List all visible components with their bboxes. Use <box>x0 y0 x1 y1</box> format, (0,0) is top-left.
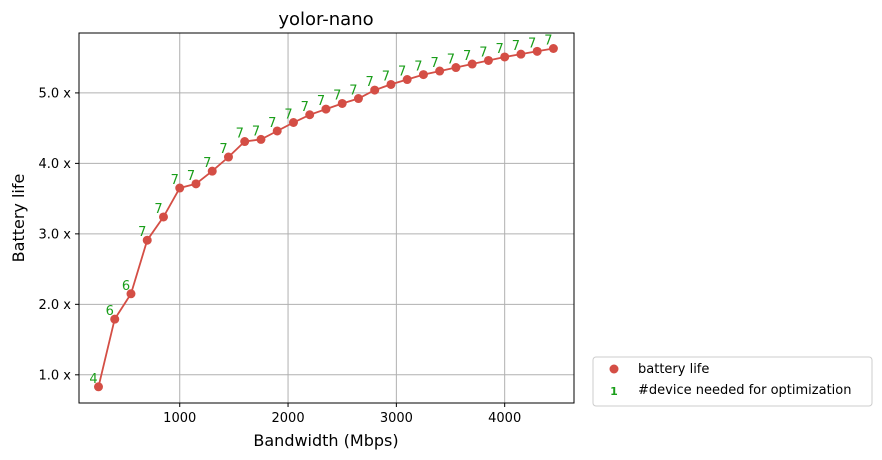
device-count-label: 7 <box>463 49 471 64</box>
battery-life-point <box>158 212 168 222</box>
y-tick-label: 2.0 x <box>39 298 72 313</box>
battery-life-point <box>175 183 185 193</box>
device-count-label: 7 <box>544 34 552 49</box>
device-count-label: 7 <box>349 84 357 99</box>
x-tick-label: 2000 <box>272 411 305 426</box>
device-count-label: 7 <box>301 100 309 115</box>
device-count-label: 7 <box>187 169 195 184</box>
battery-life-point <box>418 70 428 80</box>
battery-life-point <box>353 94 363 104</box>
device-count-label: 4 <box>89 372 97 387</box>
legend: battery life 1 #device needed for optimi… <box>592 356 873 407</box>
legend-marker-device-count: 1 <box>610 385 618 398</box>
device-count-label: 7 <box>268 116 276 131</box>
battery-life-point <box>435 66 445 76</box>
battery-life-point <box>516 49 526 59</box>
battery-life-point <box>500 52 510 62</box>
battery-life-point <box>532 46 542 56</box>
battery-life-point <box>548 44 558 54</box>
battery-life-point <box>386 79 396 89</box>
device-count-label: 7 <box>154 202 162 217</box>
battery-life-point <box>467 59 477 69</box>
battery-life-point <box>288 118 298 128</box>
device-count-label: 7 <box>431 56 439 71</box>
x-axis: 1000 2000 3000 4000 <box>163 403 521 426</box>
battery-life-point <box>451 63 461 73</box>
x-axis-title: Bandwidth (Mbps) <box>253 431 398 450</box>
device-count-label: 7 <box>252 124 260 139</box>
battery-life-point <box>191 179 201 189</box>
y-tick-label: 1.0 x <box>39 368 72 383</box>
device-count-label: 7 <box>479 45 487 60</box>
y-axis-title: Battery life <box>9 174 28 263</box>
battery-life-point <box>321 104 331 114</box>
battery-life-point <box>93 382 103 392</box>
device-count-label: 7 <box>317 94 325 109</box>
battery-life-point <box>402 75 412 85</box>
battery-life-point <box>223 152 233 162</box>
device-count-label: 6 <box>122 279 130 294</box>
battery-life-point <box>305 110 315 120</box>
grid <box>79 33 574 403</box>
device-count-label: 7 <box>333 88 341 103</box>
device-count-label: 7 <box>414 60 422 75</box>
battery-life-point <box>256 134 266 144</box>
device-count-label: 7 <box>512 39 520 54</box>
battery-life-point <box>483 55 493 65</box>
x-tick-label: 3000 <box>380 411 413 426</box>
device-count-label: 7 <box>219 142 227 157</box>
chart-title: yolor-nano <box>278 9 373 30</box>
battery-life-point <box>272 126 282 136</box>
device-count-label: 7 <box>447 53 455 68</box>
legend-box <box>592 356 873 407</box>
battery-life-point <box>370 85 380 95</box>
x-tick-label: 1000 <box>163 411 196 426</box>
data-series <box>93 44 558 392</box>
battery-life-point <box>207 166 217 176</box>
battery-life-point <box>337 98 347 108</box>
device-count-label: 7 <box>528 36 536 51</box>
device-count-label: 7 <box>171 173 179 188</box>
y-tick-label: 4.0 x <box>39 157 72 172</box>
battery-life-point <box>110 314 120 324</box>
device-count-label: 7 <box>382 69 390 84</box>
battery-life-point <box>142 235 152 245</box>
y-tick-label: 5.0 x <box>39 86 72 101</box>
legend-marker-battery-life <box>609 364 619 374</box>
y-tick-label: 3.0 x <box>39 227 72 242</box>
battery-life-point <box>126 289 136 299</box>
device-count-label: 7 <box>398 65 406 80</box>
device-count-label: 7 <box>284 108 292 123</box>
device-count-label: 7 <box>138 225 146 240</box>
device-count-label: 7 <box>366 75 374 90</box>
battery-life-point <box>240 137 250 147</box>
plot-frame <box>78 32 575 404</box>
legend-label-device-count: #device needed for optimization <box>638 383 851 398</box>
x-tick-label: 4000 <box>488 411 521 426</box>
device-count-label: 7 <box>496 42 504 57</box>
y-axis: 1.0 x 2.0 x 3.0 x 4.0 x 5.0 x <box>39 86 79 383</box>
device-count-label: 6 <box>106 304 114 319</box>
device-count-label: 7 <box>236 127 244 142</box>
legend-label-battery-life: battery life <box>638 362 709 377</box>
device-count-label: 7 <box>203 156 211 171</box>
